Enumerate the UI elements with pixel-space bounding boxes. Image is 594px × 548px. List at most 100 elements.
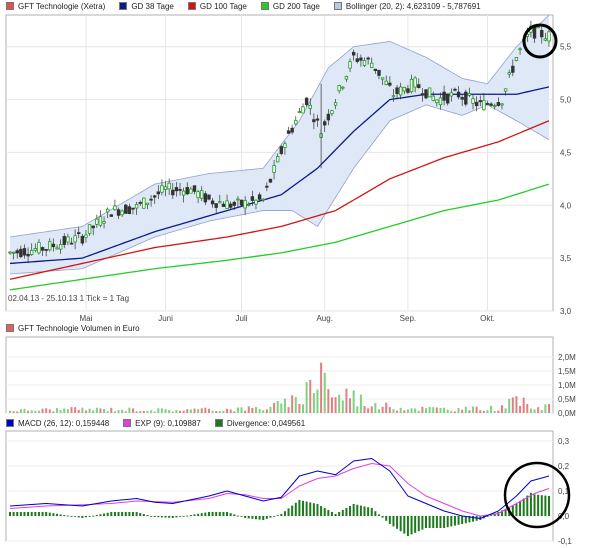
divergence-bar xyxy=(103,513,106,516)
price-candle-body xyxy=(409,79,414,93)
divergence-bar xyxy=(157,516,160,518)
volume-bar xyxy=(41,408,44,413)
volume-bar xyxy=(16,411,19,413)
volume-bar xyxy=(110,407,113,413)
macd-legend-item: EXP (9): 0,109887 xyxy=(123,419,201,428)
divergence-bar xyxy=(377,514,380,516)
volume-bar xyxy=(106,411,109,413)
volume-bar xyxy=(265,409,268,413)
divergence-bar xyxy=(110,512,113,516)
divergence-bar xyxy=(338,512,341,516)
price-candle-body xyxy=(69,242,74,245)
price-candle-body xyxy=(102,221,106,224)
gd100-line xyxy=(9,120,550,280)
macd-legend-item: Divergence: 0,049561 xyxy=(214,419,305,428)
divergence-bar xyxy=(515,504,518,516)
price-candle-body xyxy=(283,143,287,148)
divergence-bar xyxy=(450,516,453,527)
price-x-tick-label: Juli xyxy=(236,314,248,323)
macd-y-tick-label: 0,3 xyxy=(558,437,570,446)
price-candle-body xyxy=(272,165,276,173)
price-candle-body xyxy=(493,105,497,107)
divergence-bar xyxy=(345,508,348,516)
divergence-bar xyxy=(490,515,493,516)
price-y-tick-label: 3,0 xyxy=(560,307,572,316)
volume-bar xyxy=(287,407,290,413)
volume-bar xyxy=(330,397,333,413)
price-candle-body xyxy=(460,97,464,100)
price-candle-body xyxy=(156,191,161,195)
price-y-tick-label: 5,5 xyxy=(560,43,572,52)
divergence-bar xyxy=(349,506,352,516)
macd-line xyxy=(9,457,550,520)
volume-bar xyxy=(186,409,189,413)
volume-bar xyxy=(428,407,431,413)
volume-bar xyxy=(323,372,326,413)
volume-bar xyxy=(320,362,323,413)
price-candle-body xyxy=(19,248,23,258)
divergence-bar xyxy=(425,516,428,528)
divergence-bar xyxy=(396,516,399,529)
volume-bar xyxy=(204,407,207,413)
volume-bar xyxy=(352,390,355,413)
divergence-bar xyxy=(522,498,525,516)
volume-bar xyxy=(103,408,106,413)
legend-label: GFT Technologie (Xetra) xyxy=(18,1,106,11)
divergence-bar xyxy=(291,505,294,516)
divergence-bar xyxy=(222,512,225,516)
price-candle-body xyxy=(380,77,385,80)
divergence-bar xyxy=(283,511,286,516)
price-candle-body xyxy=(210,200,215,205)
volume-bar xyxy=(229,409,232,413)
divergence-bar xyxy=(251,516,254,519)
divergence-bar xyxy=(312,503,315,516)
macd-legend-item: MACD (26, 12): 0,159448 xyxy=(6,419,109,428)
divergence-bar xyxy=(175,516,178,518)
divergence-bar xyxy=(302,500,305,516)
volume-bar xyxy=(381,406,384,413)
price-highlight-circle xyxy=(522,23,558,59)
price-candle-body xyxy=(308,104,312,109)
price-candle-body xyxy=(485,103,490,105)
divergence-bar xyxy=(12,512,15,516)
price-candle-body xyxy=(297,111,302,114)
price-candle-body xyxy=(239,199,244,206)
volume-bar xyxy=(363,406,366,413)
price-y-tick-label: 4,5 xyxy=(560,148,572,157)
price-candle-body xyxy=(192,185,197,192)
price-candle-body xyxy=(131,207,135,210)
macd-y-tick-label: 0,1 xyxy=(558,487,570,496)
price-candle-body xyxy=(232,201,236,206)
divergence-bar xyxy=(359,505,362,516)
divergence-bar xyxy=(287,508,290,516)
volume-bar xyxy=(374,402,377,413)
legend-label: MACD (26, 12): 0,159448 xyxy=(18,418,110,428)
volume-bar xyxy=(475,406,478,413)
legend-swatch xyxy=(6,2,14,10)
volume-bar xyxy=(406,409,409,413)
price-candle-body xyxy=(304,97,309,106)
price-candle-body xyxy=(312,119,316,123)
divergence-bar xyxy=(247,516,250,519)
divergence-bar xyxy=(9,512,11,516)
legend-label: GD 200 Tage xyxy=(272,1,320,11)
price-candle-body xyxy=(540,30,544,38)
divergence-bar xyxy=(320,506,323,516)
volume-bar xyxy=(399,407,402,413)
divergence-bar xyxy=(273,516,276,517)
volume-bar xyxy=(443,407,446,413)
price-candle-body xyxy=(95,218,99,225)
divergence-bar xyxy=(236,515,239,517)
divergence-bar xyxy=(121,512,124,516)
price-candle-body xyxy=(257,194,262,200)
price-candle-body xyxy=(30,249,34,255)
divergence-bar xyxy=(117,512,120,516)
volume-bar xyxy=(356,406,359,413)
volume-bar xyxy=(432,407,435,413)
volume-bar xyxy=(482,411,485,413)
price-candle-body xyxy=(315,118,320,121)
divergence-bar xyxy=(493,513,496,516)
divergence-bar xyxy=(504,508,507,516)
legend-swatch xyxy=(123,419,132,427)
price-candle-body xyxy=(489,103,493,106)
